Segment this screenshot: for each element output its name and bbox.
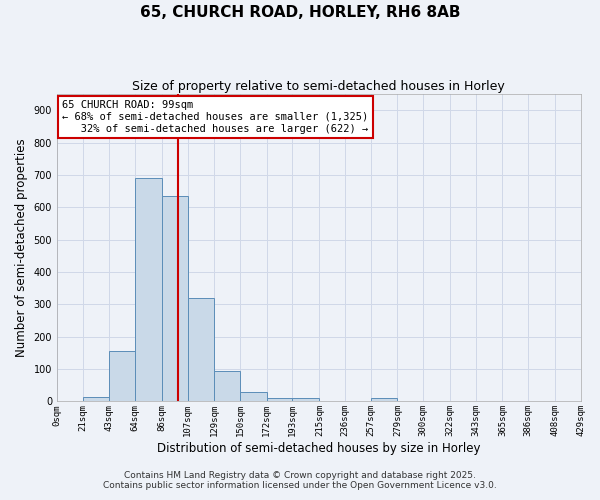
- Bar: [135, 178, 162, 402]
- Title: Size of property relative to semi-detached houses in Horley: Size of property relative to semi-detach…: [133, 80, 505, 93]
- Bar: [267, 398, 292, 402]
- Bar: [240, 392, 267, 402]
- Bar: [188, 298, 214, 402]
- Bar: [371, 398, 397, 402]
- Text: 65, CHURCH ROAD, HORLEY, RH6 8AB: 65, CHURCH ROAD, HORLEY, RH6 8AB: [140, 5, 460, 20]
- Bar: [83, 396, 109, 402]
- X-axis label: Distribution of semi-detached houses by size in Horley: Distribution of semi-detached houses by …: [157, 442, 481, 455]
- Bar: [162, 196, 188, 402]
- Bar: [109, 352, 135, 402]
- Bar: [292, 398, 319, 402]
- Text: 65 CHURCH ROAD: 99sqm
← 68% of semi-detached houses are smaller (1,325)
   32% o: 65 CHURCH ROAD: 99sqm ← 68% of semi-deta…: [62, 100, 368, 134]
- Bar: [214, 370, 240, 402]
- Y-axis label: Number of semi-detached properties: Number of semi-detached properties: [15, 138, 28, 357]
- Text: Contains HM Land Registry data © Crown copyright and database right 2025.
Contai: Contains HM Land Registry data © Crown c…: [103, 470, 497, 490]
